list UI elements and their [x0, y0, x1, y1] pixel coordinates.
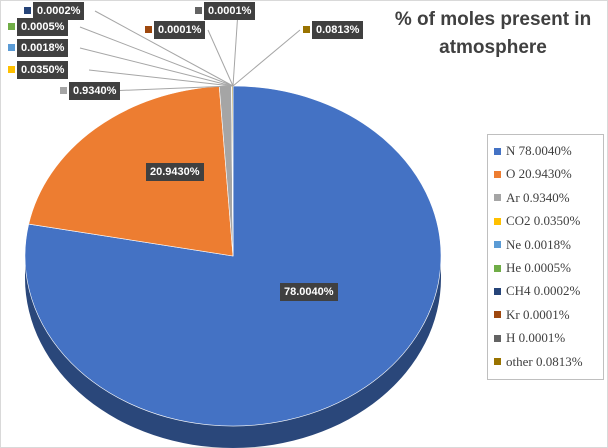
legend-swatch	[494, 287, 501, 295]
legend-item-other: other 0.0813%	[494, 352, 583, 372]
leader-line-co2	[88, 69, 233, 87]
legend-swatch	[494, 334, 501, 342]
data-label-ar: 0.9340%	[69, 82, 121, 100]
legend-label: CO2 0.0350%	[506, 213, 581, 229]
legend-swatch	[494, 217, 501, 225]
legend-label: Ar 0.9340%	[506, 189, 570, 205]
data-label-h: 0.0001%	[204, 2, 256, 20]
data-label-he: 0.0005%	[17, 18, 69, 36]
leader-line-ch4	[94, 10, 234, 87]
data-label-other: 0.0813%	[312, 21, 364, 39]
legend-label: H 0.0001%	[506, 330, 566, 346]
legend-swatch	[494, 358, 501, 366]
leader-line-h	[232, 10, 239, 87]
leader-line-ne	[79, 47, 233, 87]
legend-label: N 78.0040%	[506, 143, 572, 158]
legend-item-ch4: CH4 0.0002%	[494, 281, 580, 301]
legend-swatch	[494, 170, 501, 178]
data-label-kr: 0.0001%	[154, 21, 206, 39]
label-key-ar	[60, 87, 67, 94]
data-label-co2: 0.0350%	[17, 61, 69, 79]
label-key-other	[303, 26, 310, 33]
leader-line-other	[232, 29, 301, 87]
data-label-ne: 0.0018%	[17, 39, 69, 57]
legend-item-ne: Ne 0.0018%	[494, 235, 571, 255]
legend-label: other 0.0813%	[506, 353, 583, 369]
legend-label: O 20.9430%	[506, 166, 572, 182]
legend-item-he: He 0.0005%	[494, 258, 571, 278]
legend-swatch	[494, 241, 501, 249]
legend-swatch	[494, 147, 501, 155]
label-key-he	[8, 23, 15, 30]
legend-label: Ne 0.0018%	[506, 236, 571, 252]
legend-item-h: H 0.0001%	[494, 328, 565, 348]
legend-item-o: O 20.9430%	[494, 164, 572, 184]
legend-item-ar: Ar 0.9340%	[494, 188, 570, 208]
label-key-h	[195, 7, 202, 14]
legend-label: CH4 0.0002%	[506, 283, 581, 299]
legend-item-n: N 78.0040%	[494, 141, 572, 161]
label-key-ne	[8, 44, 15, 51]
legend-label: He 0.0005%	[506, 260, 571, 275]
legend-swatch	[494, 264, 501, 272]
chart-title: % of moles present in atmosphere	[394, 9, 592, 58]
data-label-n: 78.0040%	[280, 283, 338, 301]
pie-slice-o	[28, 86, 234, 257]
legend: N 78.0040% O 20.9430% Ar 0.9340% CO2 0.0350…	[487, 134, 604, 380]
label-key-co2	[8, 66, 15, 73]
leader-line-he	[79, 26, 234, 87]
legend-item-kr: Kr 0.0001%	[494, 305, 570, 325]
leader-line-ar	[107, 85, 232, 92]
legend-swatch	[494, 311, 501, 319]
label-key-kr	[145, 26, 152, 33]
legend-item-co2: CO2 0.0350%	[494, 211, 580, 231]
legend-label: Kr 0.0001%	[506, 306, 570, 322]
data-label-o: 20.9430%	[146, 163, 204, 181]
data-label-ch4: 0.0002%	[33, 2, 85, 20]
leader-line-kr	[207, 29, 234, 87]
legend-swatch	[494, 194, 501, 202]
label-key-ch4	[24, 7, 31, 14]
